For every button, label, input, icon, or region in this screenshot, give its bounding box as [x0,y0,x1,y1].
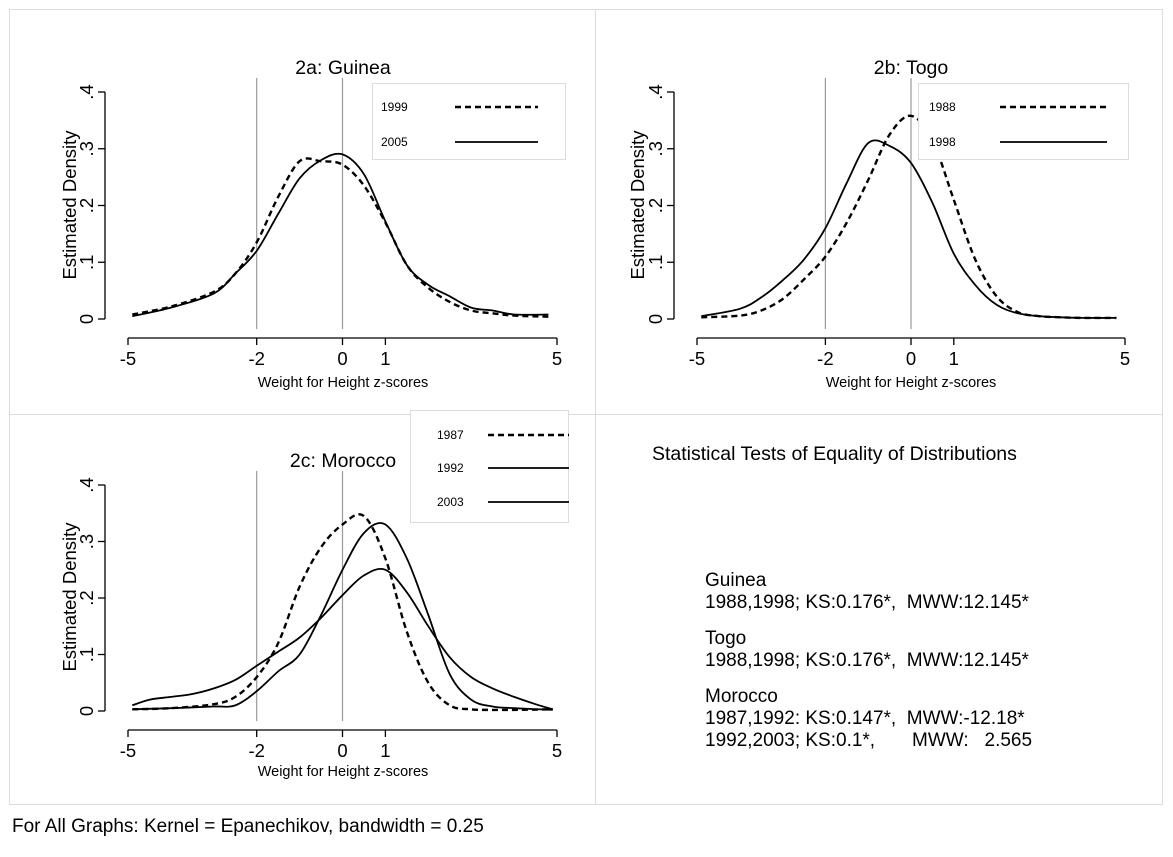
y-tick-label: .3 [76,141,97,156]
stats-group-name-morocco: Morocco [705,686,778,707]
chart-panel-1: -5 -2 0 1 5 0 .1 .2 .3 .4 2a: Guinea Weight for Hei… [59,57,566,391]
chart-title: 2b: Togo [874,57,949,79]
y-tick-label: .3 [76,534,97,549]
legend-label: 1992 [437,461,464,475]
series-line-1987 [132,513,553,712]
legend-label: 1988 [929,100,956,114]
x-tick-label: -5 [689,348,705,369]
series-line-2003 [131,567,553,711]
y-axis-label: Estimated Density [59,522,80,672]
legend-box [410,410,569,523]
stats-group-name-guinea: Guinea [705,570,767,591]
y-tick-label: .4 [645,84,666,99]
x-tick-label: 5 [552,348,562,369]
stats-line-morocco-1: 1987,1992: KS:0.147*, MWW:-12.18* [705,708,1025,729]
x-tick-label: -2 [248,740,264,761]
y-tick-label: .1 [76,647,97,662]
legend: 1987 1992 2003 [410,410,569,523]
x-tick-label: 1 [380,740,390,761]
x-tick-label: 1 [949,348,959,369]
x-axis-label: Weight for Height z-scores [258,764,429,780]
x-axis-label: Weight for Height z-scores [826,375,997,391]
y-tick-label: .2 [76,198,97,213]
series-line-1999 [132,157,549,318]
y-tick-label: .4 [76,84,97,99]
x-tick-label: 0 [906,348,916,369]
stats-guinea: Guinea 1988,1998; KS:0.176*, MWW:12.145* [705,570,1029,614]
figure-border [9,9,1163,805]
series-line-1992 [132,522,553,711]
stats-line-morocco-2: 1992,2003; KS:0.1*, MWW: 2.565 [705,730,1033,751]
legend-label: 2003 [437,495,464,509]
y-tick-label: .3 [645,141,666,156]
legend-label: 1998 [929,135,956,149]
y-tick-label: .2 [645,198,666,213]
x-tick-label: -2 [248,348,264,369]
y-tick-label: .1 [645,255,666,270]
series-line-1998 [701,139,1117,319]
stats-title: Statistical Tests of Equality of Distrib… [652,443,1017,465]
y-axis-label: Estimated Density [59,130,80,280]
stats-line-togo-1: 1988,1998; KS:0.176*, MWW:12.145* [705,650,1029,671]
stats-line-guinea-1: 1988,1998; KS:0.176*, MWW:12.145* [705,592,1029,613]
y-axis-label: Estimated Density [627,130,648,280]
y-tick-label: .1 [76,255,97,270]
panel-frames [9,9,1163,805]
stats-togo: Togo 1988,1998; KS:0.176*, MWW:12.145* [705,628,1029,672]
stats-morocco: Morocco 1987,1992: KS:0.147*, MWW:-12.18… [705,686,1032,752]
y-tick-label: 0 [76,314,97,324]
x-tick-label: 5 [552,740,562,761]
x-axis-label: Weight for Height z-scores [258,375,429,391]
y-tick-label: .4 [76,477,97,492]
y-tick-label: 0 [76,706,97,716]
stats-group-name-togo: Togo [705,628,747,649]
x-tick-label: -5 [120,348,136,369]
x-tick-label: 0 [337,740,347,761]
x-tick-label: 1 [380,348,390,369]
legend-label: 2005 [381,135,408,149]
legend-label: 1987 [437,428,464,442]
y-tick-label: .2 [76,590,97,605]
legend: 1999 2005 [372,83,566,160]
x-tick-label: 5 [1120,348,1130,369]
chart-panel-2: -5 -2 0 1 5 0 .1 .2 .3 .4 2b: Togo Weight for Heigh… [627,57,1130,391]
x-tick-label: -5 [120,740,136,761]
x-tick-label: -2 [817,348,833,369]
legend-label: 1999 [381,100,408,114]
series-line-2005 [132,152,549,318]
chart-title: 2a: Guinea [295,57,391,79]
legend: 1988 1998 [918,83,1129,160]
y-tick-label: 0 [645,314,666,324]
chart-title: 2c: Morocco [290,450,396,472]
x-tick-label: 0 [337,348,347,369]
footnote: For All Graphs: Kernel = Epanechikov, ba… [12,816,484,837]
legend-box [372,83,566,160]
legend-box [918,83,1129,160]
panels-layer: -5 -2 0 1 5 0 .1 .2 .3 .4 2a: Guinea Weight for Hei… [59,57,1130,780]
chart-panel-3: -5 -2 0 1 5 0 .1 .2 .3 .4 2c: Morocco Weight for He… [59,410,569,780]
